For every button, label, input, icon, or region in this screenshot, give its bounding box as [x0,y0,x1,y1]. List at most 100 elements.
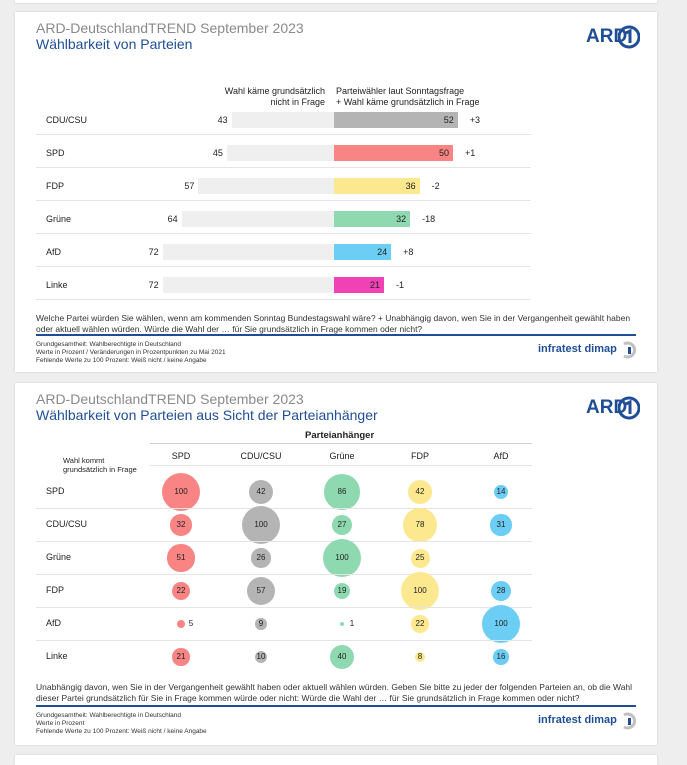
ard-one-icon [618,396,640,420]
column-header-fdp: FDP [411,451,429,461]
bubble [411,615,429,633]
bubble-value: 8 [417,652,423,661]
value-label-possible: 32 [396,214,407,224]
value-label-not-possible: 64 [167,214,178,224]
bubble [255,618,267,630]
row-label: FDP [46,585,64,595]
footnote-line: Werte in Prozent / Veränderungen in Proz… [36,349,226,356]
bubble [333,582,351,600]
row-separator [36,640,532,641]
bubble [403,508,437,542]
change-label: -1 [395,280,404,290]
infratest-logo-icon [623,341,637,359]
value-label-not-possible: 72 [148,247,159,257]
party-label: Grüne [46,214,72,224]
header-separator [150,465,532,466]
column-header-grne: Grüne [329,451,355,461]
footnote-line: Werte in Prozent [36,720,85,727]
value-label-possible: 52 [443,115,454,125]
bar-not-possible [162,244,334,260]
footnote-line: Grundgesamtheit: Wahlberechtigte in Deut… [36,712,182,719]
bar-possible [334,244,392,260]
bubble-value: 22 [176,586,186,595]
column-header-spd: SPD [171,451,191,461]
column-header-possible: Parteiwähler laut Sonntagsfrage + Wahl k… [336,86,480,107]
footnote: Grundgesamtheit: Wahlberechtigte in Deut… [36,341,226,365]
bubble-value: 14 [496,487,506,496]
bubble-value: 100 [413,586,427,595]
row-separator [36,508,532,509]
row-header: Wahl kommt grundsätzlich in Frage [63,456,137,474]
bubble [410,548,430,568]
row-separator [36,574,532,575]
change-label: +3 [469,115,481,125]
ard-one-icon [618,25,640,49]
bar-possible [334,112,458,128]
bubble [490,514,512,536]
bubble-value: 27 [337,520,347,529]
column-header-afd: AfD [493,451,509,461]
bubble-value: 42 [256,487,266,496]
chart-subtitle: Wählbarkeit von Parteien aus Sicht der P… [36,407,378,423]
footnote-line: Fehlende Werte zu 100 Prozent: Weiß nich… [36,728,207,735]
value-label-not-possible: 45 [212,148,223,158]
bubble-value: 1 [349,619,355,628]
column-header-cducsu: CDU/CSU [240,451,282,461]
change-label: -2 [431,181,440,191]
row-separator [36,299,531,300]
value-label-not-possible: 72 [148,280,159,290]
row-separator [36,266,531,267]
bubble [329,644,354,669]
bubble [172,582,190,600]
footer-divider [36,334,636,336]
row-separator [36,541,532,542]
bubble-value: 26 [256,553,266,562]
bubble [401,572,439,610]
party-label: AfD [46,247,62,257]
value-label-possible: 24 [377,247,388,257]
ard-logo: ARD [586,395,640,421]
bubble [251,548,271,568]
row-separator [36,167,531,168]
value-label-possible: 36 [405,181,416,191]
bubble-value: 19 [337,586,347,595]
bubble [246,576,276,606]
ard-logo-text: ARD [586,397,628,418]
group-header: Parteianhänger [305,430,375,441]
bubble [170,514,192,536]
bubble [414,651,426,663]
row-label: AfD [46,618,62,628]
row-label: Linke [46,651,68,661]
ard-logo-text: ARD [586,26,628,47]
bubble [407,479,433,505]
chart-subtitle: Wählbarkeit von Parteien [36,36,193,52]
bubble-value: 32 [176,520,186,529]
bar-not-possible [198,178,334,194]
value-label-not-possible: 57 [184,181,195,191]
bubble-value: 31 [496,520,506,529]
bar-not-possible [162,277,334,293]
footnote: Grundgesamtheit: Wahlberechtigte in Deut… [36,712,207,736]
row-label: Grüne [46,552,72,562]
infratest-logo-icon [623,712,637,730]
bubble-value: 22 [415,619,425,628]
infratest-logo-text: infratest dimap [538,714,617,726]
chart-title: ARD-DeutschlandTREND September 2023 [36,391,304,407]
bubble [167,544,195,572]
bubble-value: 100 [254,520,268,529]
bubble [162,473,200,511]
bubble [254,650,267,663]
bubble [176,619,186,629]
bubble-value: 42 [415,487,425,496]
chart-card-waehlbarkeit: ARD-DeutschlandTREND September 2023 Wähl… [15,12,657,372]
bubble-value: 21 [176,652,186,661]
bar-not-possible [231,112,334,128]
bubble-value: 57 [256,586,266,595]
bubble [493,484,509,500]
value-label-not-possible: 43 [217,115,228,125]
party-label: SPD [46,148,65,158]
bar-possible [334,211,411,227]
bubble-value: 10 [256,652,266,661]
bubble [323,539,361,577]
bar-possible [334,145,453,161]
